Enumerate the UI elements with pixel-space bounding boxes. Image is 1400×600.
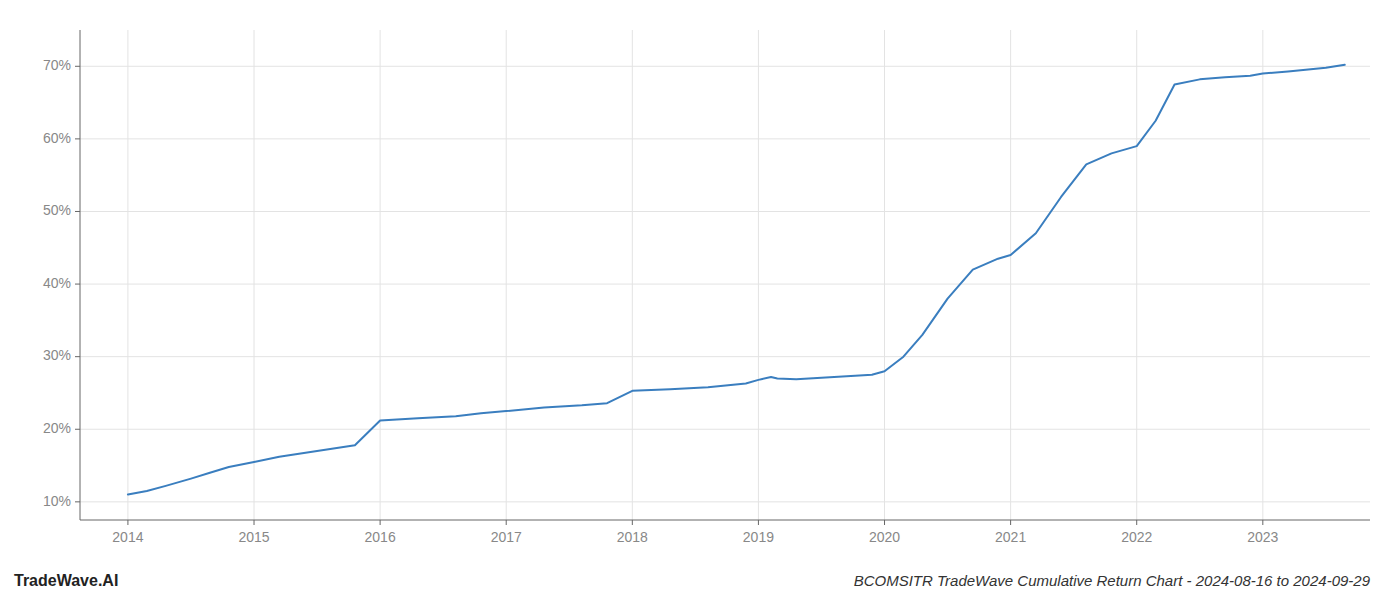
grid-line-y [80, 501, 1370, 502]
x-tick [632, 520, 633, 525]
x-tick-label: 2021 [995, 529, 1026, 545]
x-tick-label: 2014 [112, 529, 143, 545]
y-tick [75, 138, 80, 139]
y-tick-label: 30% [43, 347, 71, 363]
x-tick-label: 2022 [1121, 529, 1152, 545]
x-tick [380, 520, 381, 525]
x-tick-label: 2017 [491, 529, 522, 545]
x-tick [127, 520, 128, 525]
x-tick-label: 2018 [617, 529, 648, 545]
y-tick-label: 20% [43, 420, 71, 436]
grid-line-x [254, 30, 255, 520]
line [128, 65, 1345, 495]
y-tick [75, 429, 80, 430]
y-tick [75, 66, 80, 67]
grid-line-x [884, 30, 885, 520]
y-tick [75, 284, 80, 285]
x-tick-label: 2023 [1247, 529, 1278, 545]
y-tick-label: 10% [43, 493, 71, 509]
y-tick-label: 60% [43, 130, 71, 146]
y-axis-line [80, 30, 81, 520]
x-tick-label: 2019 [743, 529, 774, 545]
grid-line-x [1262, 30, 1263, 520]
x-tick-label: 2016 [365, 529, 396, 545]
grid-line-x [127, 30, 128, 520]
grid-line-y [80, 211, 1370, 212]
grid-line-x [758, 30, 759, 520]
y-tick [75, 211, 80, 212]
grid-line-x [506, 30, 507, 520]
grid-line-x [380, 30, 381, 520]
background [0, 0, 1400, 600]
y-tick [75, 501, 80, 502]
y-tick-label: 50% [43, 202, 71, 218]
grid [80, 30, 1370, 520]
grid-line-x [632, 30, 633, 520]
chart: 10% 20% 30% 40% 50% 60% 70% 2014 2015 2016 2017 201… [0, 0, 1400, 600]
x-axis-line [80, 520, 1370, 521]
title: BCOMSITR TradeWave Cumulative Return Cha… [854, 572, 1371, 589]
x-tick [884, 520, 885, 525]
grid-line-y [80, 138, 1370, 139]
x-tick [1262, 520, 1263, 525]
x-tick-label: 2015 [238, 529, 269, 545]
x-tick [1136, 520, 1137, 525]
x-tick-label: 2020 [869, 529, 900, 545]
grid-line-x [1010, 30, 1011, 520]
grid-line-y [80, 429, 1370, 430]
y-tick-label: 70% [43, 57, 71, 73]
plot-data [128, 65, 1345, 495]
x-tick [758, 520, 759, 525]
watermark: TradeWave.AI [14, 572, 118, 589]
x-tick [254, 520, 255, 525]
grid-line-y [80, 284, 1370, 285]
x-tick [506, 520, 507, 525]
y-tick-label: 40% [43, 275, 71, 291]
x-tick [1010, 520, 1011, 525]
y-tick [75, 356, 80, 357]
grid-line-x [1136, 30, 1137, 520]
grid-line-y [80, 66, 1370, 67]
grid-line-y [80, 356, 1370, 357]
